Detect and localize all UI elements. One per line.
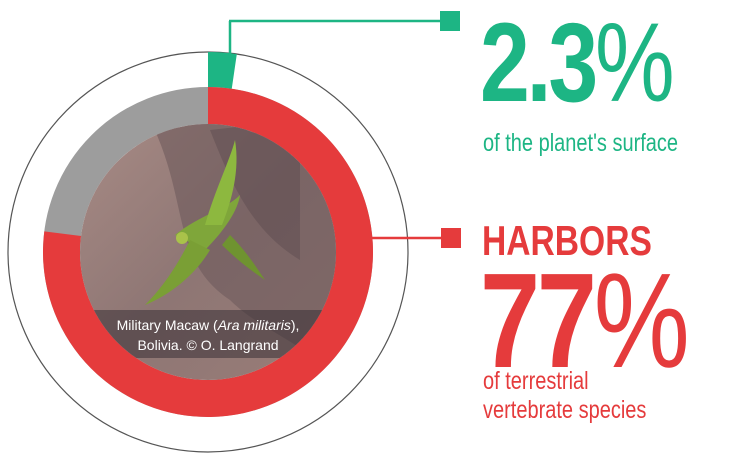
caption-text: Ara militaris (217, 317, 291, 333)
caption: Bolivia. © O. Langrand (137, 337, 278, 353)
stat-value: 2.3 (480, 0, 595, 125)
infographic: Military Macaw (Ara militaris), Bolivia.… (0, 0, 751, 453)
connector-square (441, 228, 461, 248)
stat-1: 2.3% (480, 0, 671, 127)
connector-square (440, 11, 460, 31)
stat-unit: % (595, 0, 671, 125)
stat-label: of the planet's surface (483, 129, 683, 158)
stat-label: of terrestrial vertebrate species (483, 367, 683, 425)
caption-text: Military Macaw ( (117, 317, 218, 333)
caption-text: ), (291, 317, 300, 333)
surface-wedge (208, 52, 237, 89)
caption: Military Macaw (Ara militaris), (117, 317, 300, 333)
